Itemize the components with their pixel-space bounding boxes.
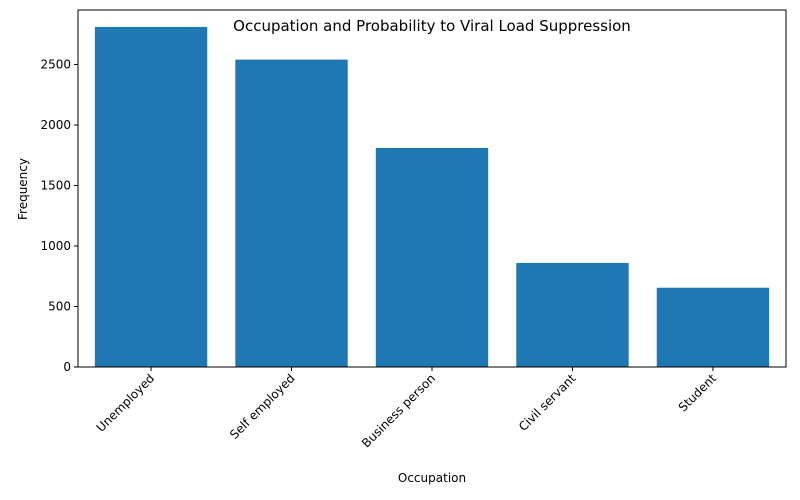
y-tick-label: 2000	[40, 118, 71, 132]
x-axis-ticks: Unemployed Self employed Business person Ci…	[94, 367, 720, 450]
bar-business-person	[375, 147, 489, 367]
x-axis-label: Occupation	[398, 471, 466, 485]
plot-frame	[77, 9, 787, 368]
y-axis-label: Frequency	[16, 158, 30, 220]
y-tick-label: 1000	[40, 239, 71, 253]
x-tick-label: Civil servant	[516, 371, 579, 434]
x-tick-label: Self employed	[227, 371, 298, 442]
y-tick-label: 1500	[40, 178, 71, 192]
chart-title: Occupation and Probability to Viral Load…	[233, 17, 631, 35]
x-tick-label: Student	[676, 371, 720, 415]
y-tick-label: 500	[48, 299, 71, 313]
y-tick-label: 0	[63, 360, 71, 374]
x-tick-label: Unemployed	[94, 371, 158, 435]
bar-unemployed	[94, 26, 208, 367]
bar-civil-servant	[516, 262, 629, 367]
bars-group	[94, 26, 770, 368]
bar-student	[656, 287, 770, 367]
y-axis-ticks: 0 500 1000 1500 2000 2500	[40, 57, 78, 374]
y-tick-label: 2500	[40, 57, 71, 71]
bar-self-employed	[235, 59, 348, 368]
x-tick-label: Business person	[359, 371, 438, 450]
